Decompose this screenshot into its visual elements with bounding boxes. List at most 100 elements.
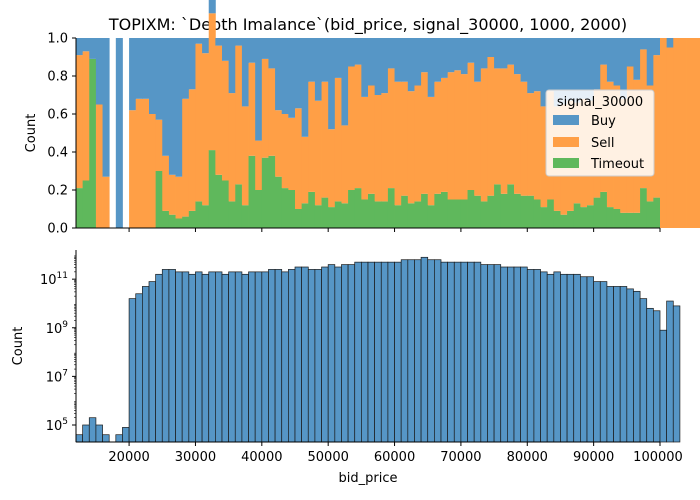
top-x-ticks (128, 228, 661, 232)
bottom-bar (122, 427, 130, 443)
bottom-bar (248, 271, 256, 443)
bottom-bar (420, 256, 429, 443)
top-bar-sell (255, 140, 263, 190)
top-bar-buy (401, 38, 409, 82)
top-bar-buy (228, 38, 236, 94)
legend-swatch-buy (553, 115, 579, 125)
bottom-y-tick-exponent: 11 (57, 271, 68, 281)
top-bar-sell (135, 98, 143, 228)
bottom-y-tick-exponent: 5 (62, 417, 68, 427)
top-bar-buy (600, 38, 608, 65)
top-bar-sell (129, 110, 137, 228)
top-bar-timeout (600, 191, 608, 228)
top-bar-buy (102, 38, 110, 177)
top-bar-sell (188, 89, 196, 211)
top-bar-buy (460, 38, 468, 75)
top-bar-sell (480, 68, 488, 202)
bottom-x-tick-label: 80000 (507, 450, 548, 465)
bottom-bar (268, 269, 276, 443)
top-bar-timeout (341, 203, 349, 228)
bottom-bar (659, 329, 667, 443)
top-bar-buy (155, 38, 163, 120)
top-bar-timeout (414, 201, 422, 228)
top-bar-buy (613, 38, 621, 86)
top-bar-timeout (421, 193, 429, 228)
top-bar-buy (454, 38, 462, 71)
top-bar-buy (441, 38, 449, 78)
bottom-x-tick-label: 40000 (241, 450, 282, 465)
top-bar-sell (195, 43, 203, 202)
top-bar-timeout (215, 174, 223, 228)
top-bar-timeout (155, 171, 163, 228)
top-bar-buy (487, 38, 495, 57)
bottom-y-tick-label: 107 (46, 368, 68, 385)
bottom-bar (294, 266, 302, 443)
top-bar-sell (142, 98, 150, 228)
top-bar-timeout (202, 205, 210, 228)
bottom-bar (261, 271, 269, 443)
top-bar-buy (567, 38, 575, 101)
top-bar-sell (520, 81, 528, 196)
top-bar-buy (235, 38, 243, 46)
bottom-bar (367, 261, 375, 443)
bottom-bar (619, 286, 628, 443)
bottom-bar (573, 273, 581, 443)
bottom-bar (195, 271, 203, 443)
top-bar-sell (653, 55, 661, 198)
top-bar-sell (527, 93, 535, 196)
bottom-bar (142, 286, 150, 443)
top-bar-timeout (580, 207, 588, 228)
top-bar-sell (514, 74, 522, 194)
bottom-chart-axes (75, 250, 660, 443)
top-bar-sell (261, 58, 269, 158)
top-bar-buy (175, 38, 183, 177)
bottom-y-tick-label: 109 (46, 320, 69, 337)
top-bar-timeout (520, 195, 528, 228)
bottom-bar (88, 417, 97, 443)
top-bar-buy (520, 38, 528, 82)
top-bar-sell (660, 38, 668, 228)
top-bar-buy (434, 38, 442, 82)
top-bar-buy (500, 38, 508, 69)
top-bar-buy (606, 38, 614, 82)
top-bar-buy (640, 38, 648, 50)
top-bar-buy (261, 38, 269, 59)
top-bar-timeout (454, 199, 462, 228)
bottom-bar (148, 281, 156, 443)
bottom-bar (460, 261, 468, 443)
top-bar-buy (646, 38, 654, 86)
top-bar-timeout (374, 201, 382, 228)
top-bar-sell (314, 100, 322, 206)
bottom-bar (553, 271, 561, 443)
top-bar-buy (341, 38, 349, 126)
top-bar-buy (560, 38, 568, 105)
top-bar-timeout (507, 184, 515, 228)
top-bar-timeout (208, 150, 216, 228)
top-bar-timeout (613, 209, 621, 228)
bottom-bar (155, 273, 163, 443)
top-bar-sell (401, 81, 409, 196)
top-bar-timeout (441, 191, 449, 228)
top-bar-sell (162, 155, 170, 211)
top-y-tick-label: 0.8 (47, 70, 68, 85)
top-bar-timeout (460, 199, 468, 228)
top-bar-sell (182, 98, 190, 217)
bottom-bar (639, 298, 648, 443)
bottom-bar (586, 276, 594, 443)
bottom-bar (453, 261, 462, 443)
top-bar-timeout (268, 155, 276, 228)
top-bar-sell (175, 176, 183, 219)
legend-label-sell: Sell (591, 136, 614, 151)
top-bar-timeout (334, 201, 342, 228)
bottom-bar (215, 271, 223, 443)
top-bar-timeout (275, 176, 283, 228)
bottom-bar (593, 281, 601, 443)
bottom-x-tick-label: 100000 (633, 450, 683, 465)
top-bar-buy (467, 38, 475, 63)
top-bar-buy (653, 38, 661, 56)
top-bar-sell (328, 129, 336, 208)
top-bar-buy (135, 38, 143, 99)
top-bar-sell (76, 55, 84, 189)
top-bar-timeout (553, 210, 561, 228)
bottom-y-ticks: 105 107 109 1011 (40, 255, 76, 434)
